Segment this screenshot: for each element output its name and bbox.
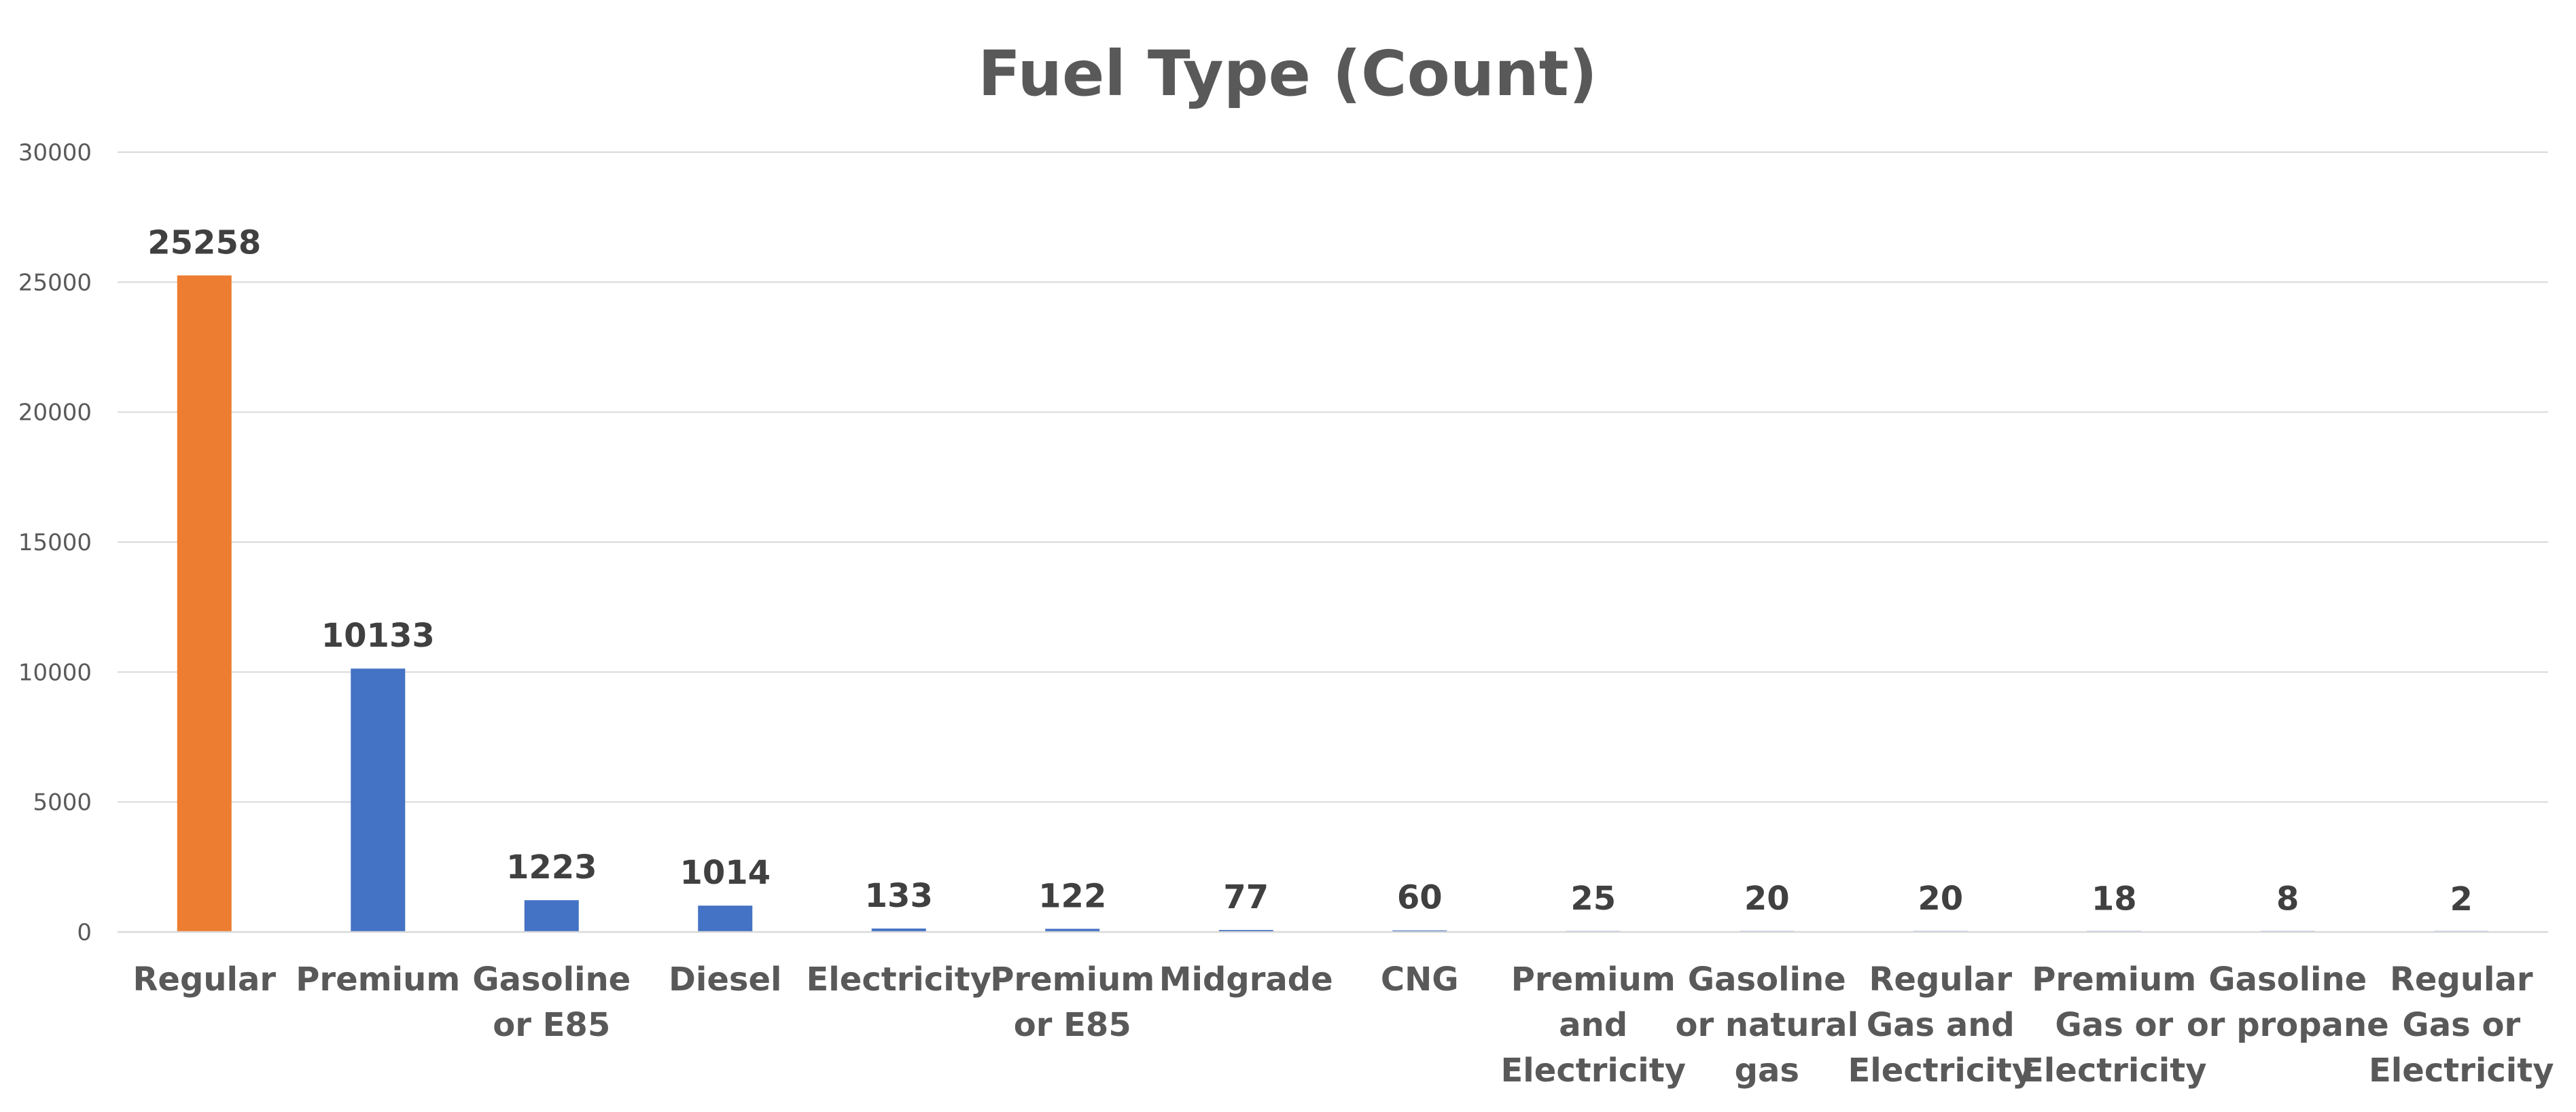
data-label: 77	[1223, 878, 1269, 916]
data-label: 25	[1570, 880, 1616, 918]
x-tick-label: Electricity	[807, 961, 991, 999]
bar	[698, 905, 753, 932]
x-tick-label: Gas or	[2402, 1006, 2520, 1044]
data-label: 25258	[147, 223, 261, 262]
x-tick-label: or E85	[493, 1006, 610, 1044]
y-tick-label: 20000	[18, 399, 92, 427]
x-tick-label: Electricity	[1501, 1052, 1686, 1090]
x-tick-label: Diesel	[669, 961, 781, 999]
gridlines	[118, 151, 2548, 803]
y-axis-ticks: 0 5000 10000 15000 20000 25000 30000	[18, 139, 92, 946]
data-label: 2	[2450, 880, 2473, 918]
y-tick-label: 5000	[33, 789, 92, 817]
data-label: 1014	[680, 854, 771, 892]
data-label: 18	[2092, 880, 2137, 918]
x-tick-label: Premium	[2032, 961, 2196, 999]
x-tick-label: or natural	[1675, 1006, 1858, 1044]
data-label: 60	[1397, 879, 1443, 917]
bar	[524, 900, 579, 932]
data-label: 10133	[321, 617, 435, 655]
data-label: 133	[865, 877, 933, 915]
x-tick-label: Regular	[2390, 961, 2533, 999]
x-tick-label: Gas or	[2055, 1006, 2173, 1044]
x-tick-label: Electricity	[2369, 1052, 2554, 1090]
x-tick-label: Gasoline	[472, 961, 631, 999]
y-tick-label: 30000	[18, 139, 92, 166]
x-tick-label: Premium	[1511, 961, 1676, 999]
data-label: 8	[2276, 880, 2299, 918]
x-tick-label: Regular	[1869, 961, 2012, 999]
x-tick-label: Gasoline	[1688, 961, 1846, 999]
x-tick-label: Midgrade	[1159, 961, 1333, 999]
x-tick-label: Electricity	[1848, 1052, 2033, 1090]
y-tick-label: 25000	[18, 269, 92, 296]
data-label: 1223	[506, 848, 597, 886]
x-tick-label: or propane	[2187, 1006, 2389, 1044]
x-tick-label: Gasoline	[2208, 961, 2367, 999]
bar	[351, 668, 406, 932]
y-tick-label: 10000	[18, 659, 92, 686]
x-tick-label: Regular	[133, 961, 276, 999]
y-tick-label: 0	[77, 919, 92, 946]
bar	[1045, 929, 1100, 932]
data-label: 20	[1918, 880, 1963, 918]
data-label: 20	[1744, 880, 1790, 918]
bar	[871, 928, 926, 932]
bar	[1218, 930, 1273, 932]
y-tick-label: 15000	[18, 529, 92, 556]
x-tick-label: Gas and	[1867, 1006, 2015, 1044]
x-tick-label: gas	[1735, 1052, 1799, 1090]
chart-title: Fuel Type (Count)	[978, 37, 1598, 110]
data-label: 122	[1038, 877, 1106, 915]
x-axis-categories: Regular Premium Gasoline or E85 Diesel Electr…	[133, 961, 2554, 1090]
x-tick-label: or E85	[1014, 1006, 1131, 1044]
x-tick-label: and	[1559, 1006, 1627, 1044]
x-tick-label: Electricity	[2022, 1052, 2206, 1090]
x-tick-label: CNG	[1381, 961, 1459, 999]
bars	[177, 275, 2489, 932]
x-tick-label: Premium	[296, 961, 460, 999]
x-tick-label: Premium	[990, 961, 1154, 999]
data-labels: 25258 10133 1223 1014 133 122 77 60 25 20 20 18 8 2	[147, 223, 2473, 918]
bar	[177, 275, 232, 932]
